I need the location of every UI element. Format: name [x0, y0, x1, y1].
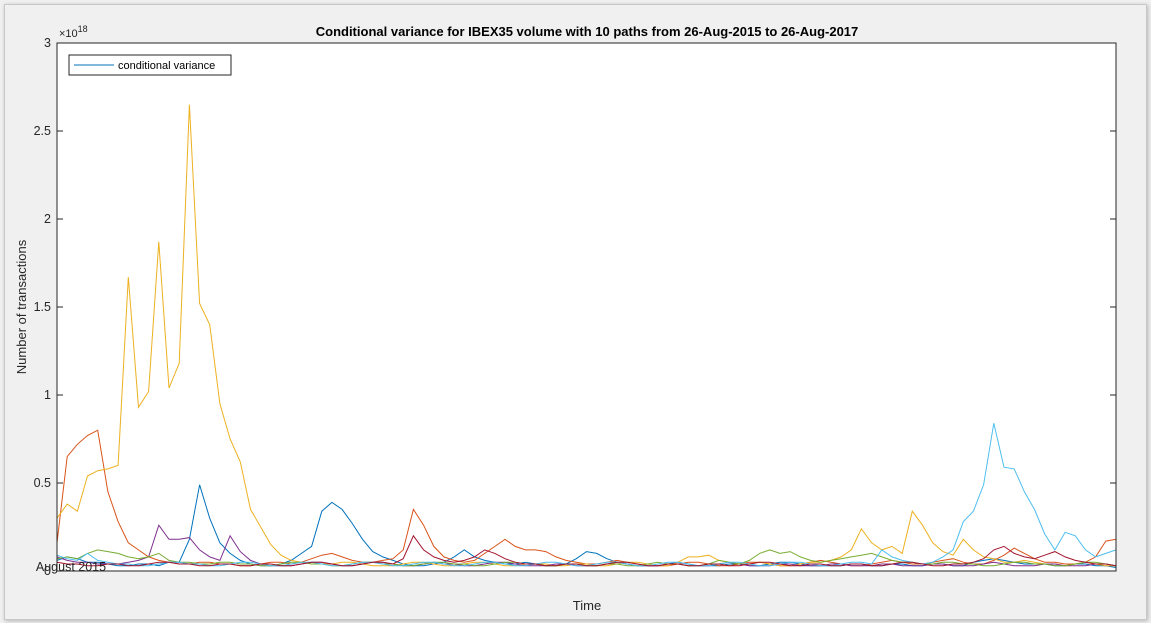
legend-label: conditional variance — [118, 60, 215, 72]
series-line-7 — [56, 534, 1117, 567]
y-axis-label: Number of transactions — [14, 239, 29, 374]
chart: 0 0.5 1 1.5 2 2.5 3 August 2015 Conditional va… — [14, 24, 1117, 613]
y-exponent-label: ×1018 — [59, 24, 88, 40]
chart-title: Conditional variance for IBEX35 volume w… — [316, 24, 859, 39]
y-tick-label-6: 3 — [44, 36, 51, 50]
series-layer — [56, 104, 1117, 568]
legend-box — [68, 54, 232, 76]
y-tick-label-4: 2 — [44, 212, 51, 226]
series-line-3 — [56, 104, 1116, 567]
y-tick-label-3: 1.5 — [34, 300, 51, 314]
legend[interactable]: conditional variance — [68, 54, 232, 76]
y-tick-label-5: 2.5 — [34, 124, 51, 138]
plot-area — [57, 43, 1116, 571]
y-tick-label-1: 0.5 — [34, 476, 51, 490]
x-axis: August 2015 — [36, 560, 106, 574]
y-exponent-base: ×10 — [59, 28, 78, 40]
x-axis-label: Time — [573, 598, 601, 613]
figure-window: 0 0.5 1 1.5 2 2.5 3 August 2015 Conditional va… — [4, 4, 1147, 620]
y-axis: 0 0.5 1 1.5 2 2.5 3 — [34, 36, 1116, 578]
y-tick-label-0: 0 — [44, 564, 51, 578]
y-exponent-power: 18 — [78, 24, 88, 34]
x-tick-label-0: August 2015 — [36, 560, 106, 574]
y-tick-label-2: 1 — [44, 388, 51, 402]
